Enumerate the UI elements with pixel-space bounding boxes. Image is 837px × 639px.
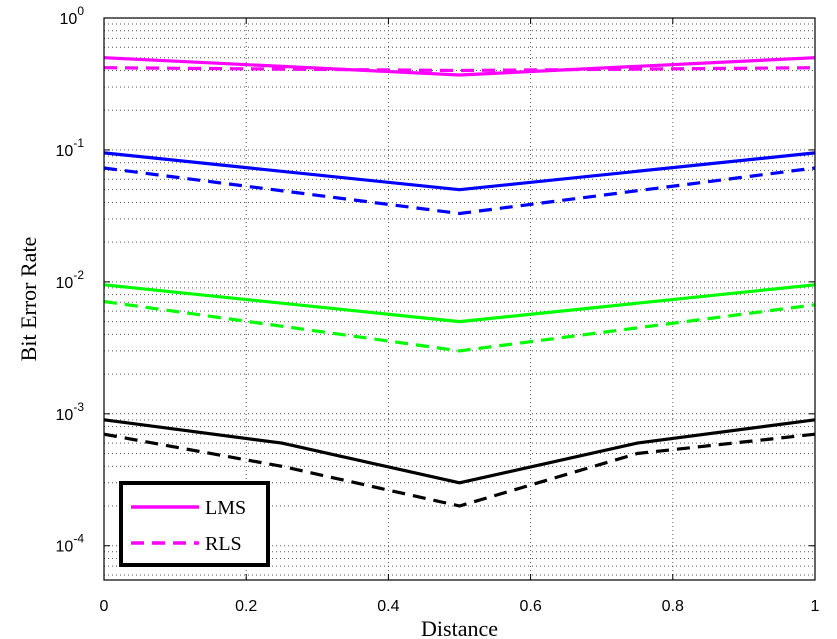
legend-box (119, 481, 270, 567)
series-line (103, 418, 816, 485)
x-tick-label: 0.6 (519, 598, 541, 615)
legend-label: LMS (205, 497, 246, 519)
series-line (103, 432, 816, 508)
x-axis-title: Distance (421, 616, 498, 639)
plot-frame (103, 17, 816, 581)
y-tick-label: 10-4 (56, 532, 85, 556)
legend: LMS RLS (119, 481, 270, 567)
grid (104, 18, 815, 580)
series-line (103, 56, 816, 77)
y-axis-title: Bit Error Rate (16, 237, 41, 362)
y-tick-label: 10-3 (56, 400, 85, 424)
series-line (103, 151, 816, 192)
x-tick-label: 1 (811, 598, 820, 615)
y-tick-label: 100 (60, 4, 85, 28)
x-tick-label: 0.4 (377, 598, 399, 615)
series-line (103, 66, 816, 73)
axis-ticks: 0 0.2 0.4 0.6 0.8 1 100 10-1 10-2 10-3 10-4 (56, 4, 820, 615)
series-line (103, 283, 816, 324)
y-tick-label: 10-2 (56, 268, 85, 292)
x-tick-label: 0 (100, 598, 109, 615)
series-lines (103, 56, 816, 508)
x-tick-label: 0.8 (662, 598, 684, 615)
y-tick-label: 10-1 (56, 136, 85, 160)
series-line (103, 166, 816, 216)
series-line (103, 299, 816, 353)
x-tick-label: 0.2 (235, 598, 257, 615)
legend-label: RLS (205, 533, 242, 555)
